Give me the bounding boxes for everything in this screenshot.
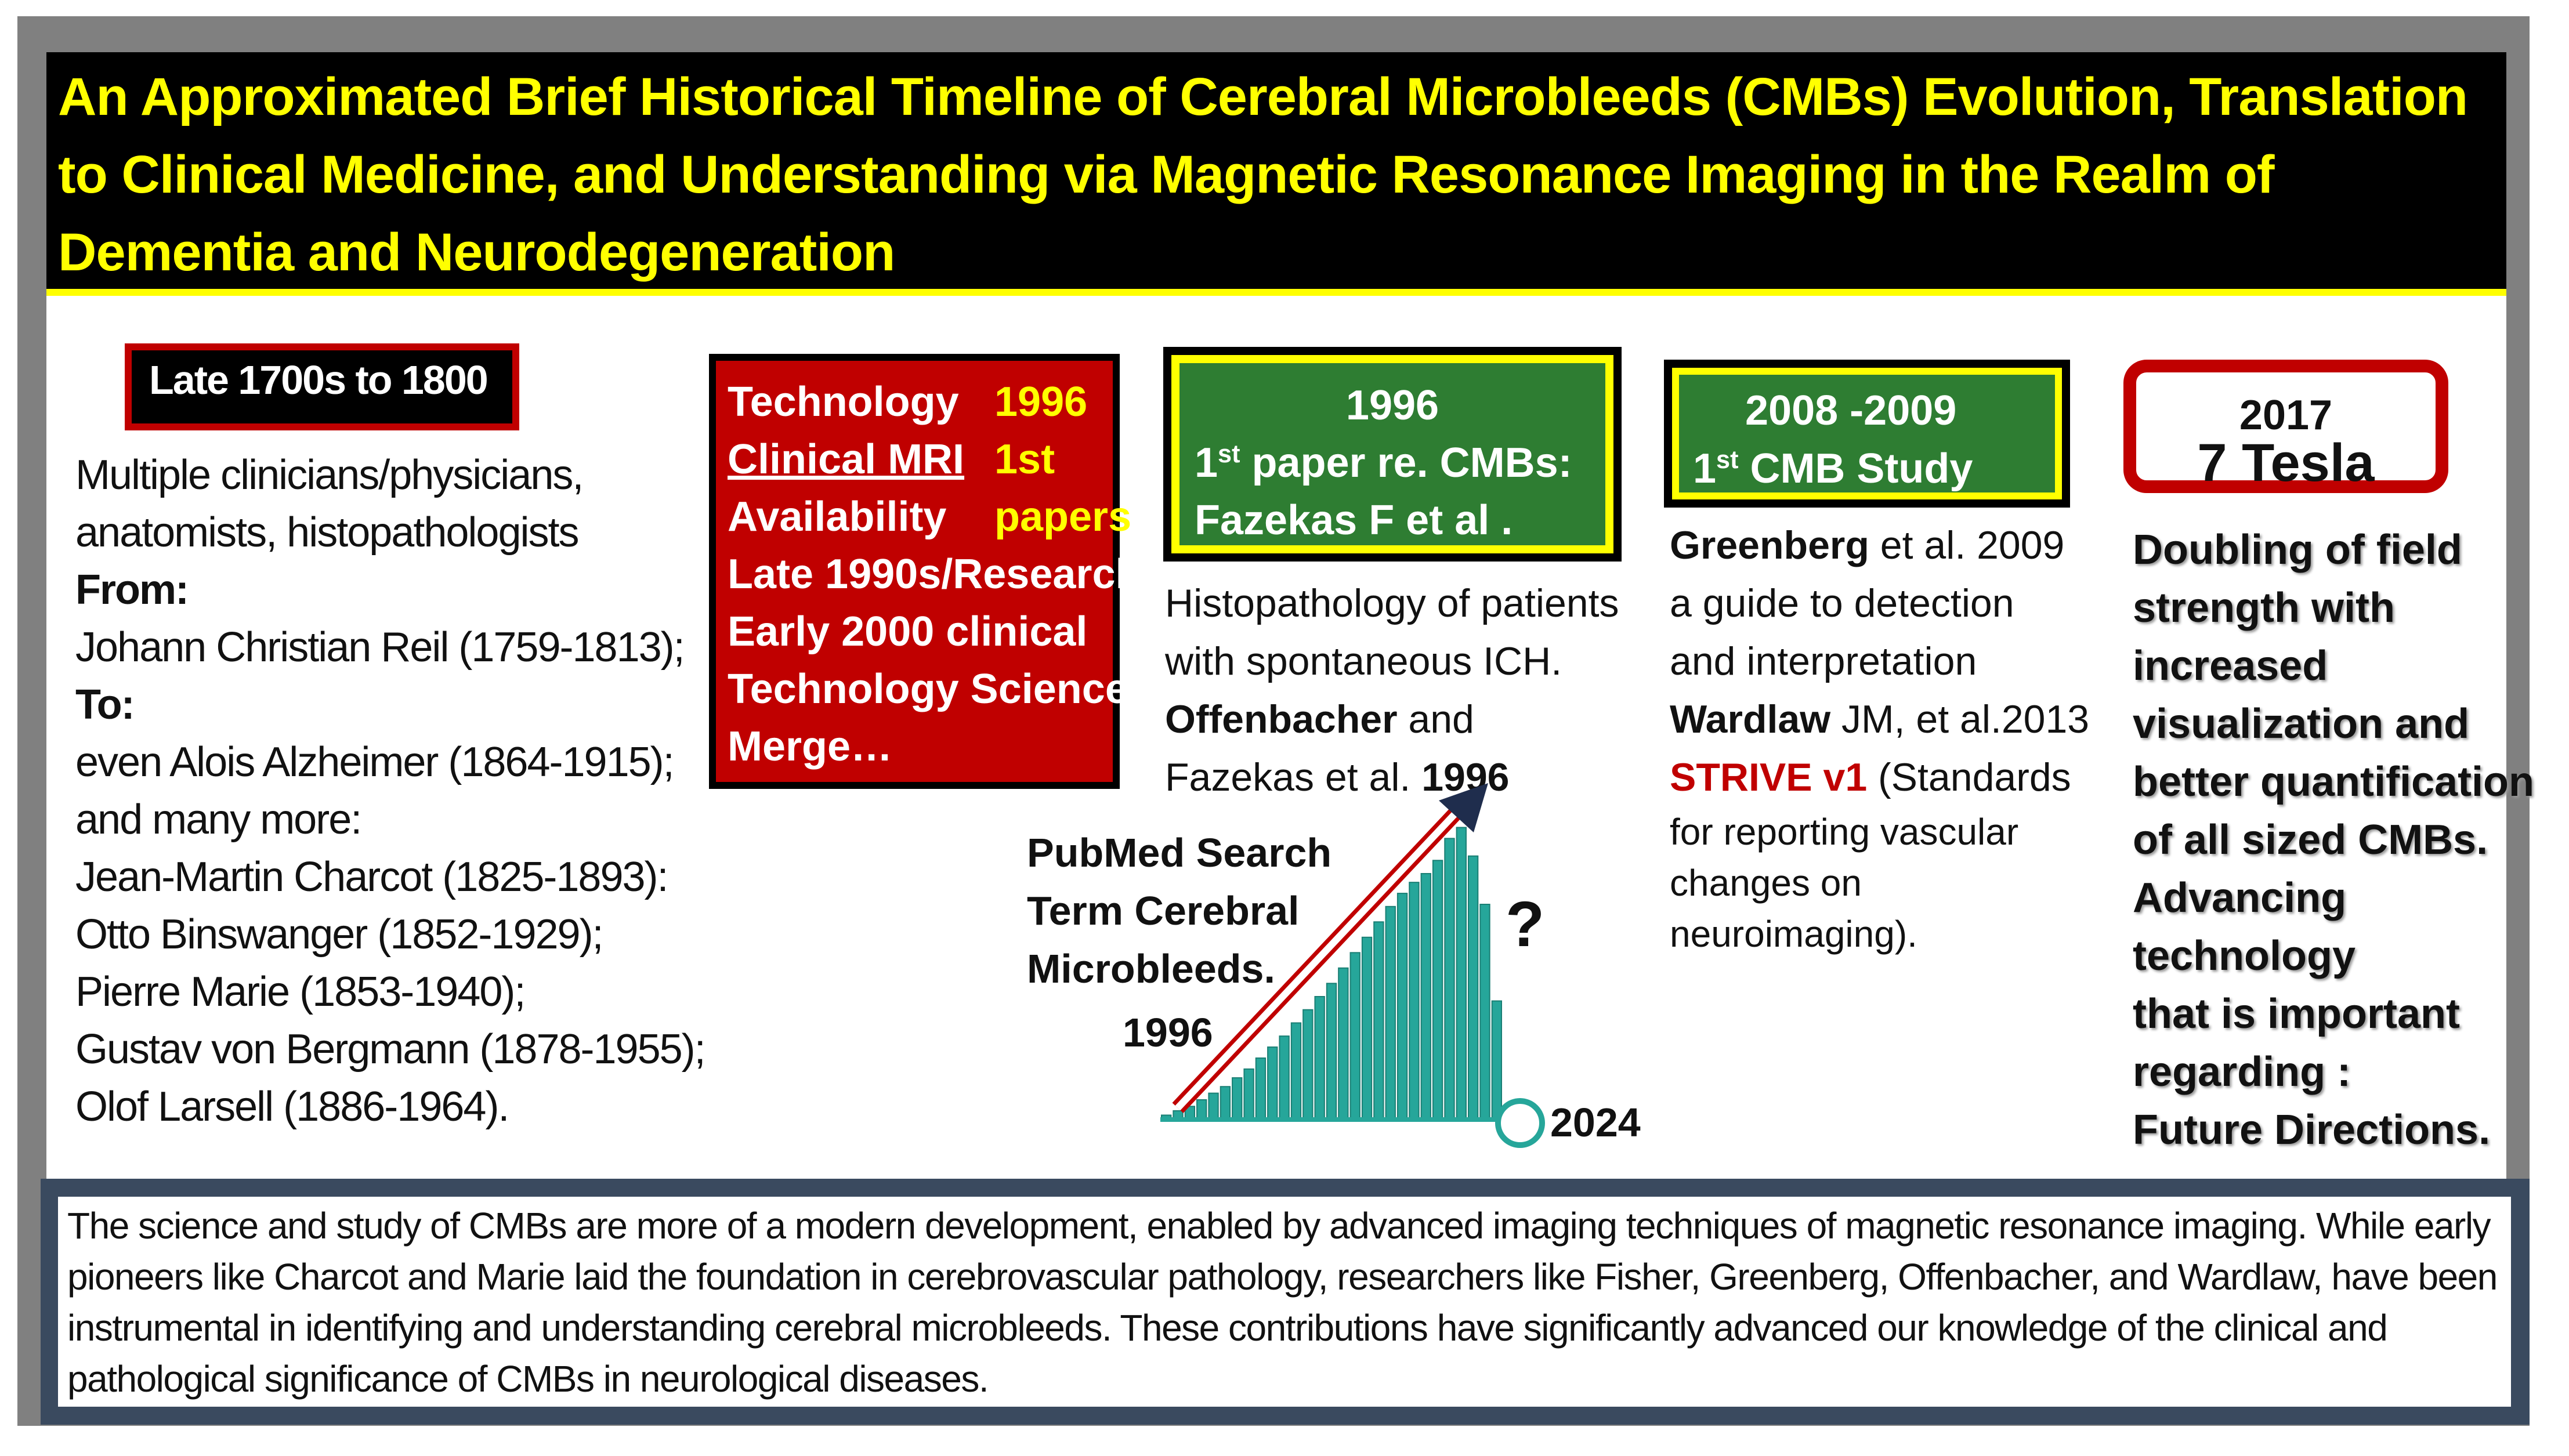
list-item: even Alois Alzheimer (1864-1915); [75, 739, 675, 785]
list-item: and many more: [75, 796, 362, 843]
first-paper-citation: Fazekas F et al . 1996 [1195, 497, 1513, 601]
chart-bar [1385, 906, 1396, 1121]
chart-bar [1432, 860, 1443, 1121]
summary-text: The science and study of CMBs are more o… [58, 1197, 2511, 1407]
chart-bar [1220, 1086, 1231, 1121]
tesla-box: 2017 7 Tesla [2123, 360, 2448, 493]
list-item: Olof Larsell (1886-1964). [75, 1084, 509, 1130]
chart-bar [1396, 893, 1408, 1120]
trend-arrow-inner [1175, 803, 1465, 1111]
chart-bar [1467, 855, 1479, 1120]
chart-bar [1326, 983, 1337, 1120]
study-group-notes: Greenberg et al. 2009 a guide to detecti… [1670, 523, 2090, 955]
chart-bar [1349, 952, 1361, 1120]
chart-bar [1479, 904, 1490, 1120]
first-paper-line: 1st paper re. CMBs: [1195, 440, 1572, 486]
list-item: From: [75, 567, 189, 613]
list-item: Gustav von Bergmann (1878-1955); [75, 1026, 706, 1073]
chart-start-label: 1996 [1123, 1010, 1213, 1055]
tech-line: Late 1990s/Research [728, 551, 1141, 597]
tesla-year: 2017 [2239, 392, 2333, 439]
chart-bar [1373, 921, 1384, 1121]
chart-end-marker [1495, 1098, 1545, 1148]
chart-bar [1491, 1000, 1502, 1121]
pubmed-bar-chart [1160, 783, 1545, 1148]
first-paper-box: 1996 1st paper re. CMBs: Fazekas F et al… [1163, 347, 1622, 601]
tech-note: 1st [994, 436, 1055, 483]
tech-label: Technology [728, 379, 959, 425]
list-item: Pierre Marie (1853-1940); [75, 969, 526, 1015]
list-item: Otto Binswanger (1852-1929); [75, 911, 604, 958]
strive-label: STRIVE v1 [1670, 755, 1868, 799]
chart-bar [1290, 1022, 1302, 1120]
study-group-box: 2008 -2009 1st CMB Study group [1664, 360, 2070, 550]
chart-bar [1314, 996, 1325, 1120]
histopathology-note: Histopathology of patients with spontane… [1165, 581, 1619, 799]
chart-bar [1232, 1077, 1243, 1120]
chart-bar [1208, 1092, 1219, 1120]
chart-bar [1338, 967, 1349, 1120]
tech-line: Early 2000 clinical [728, 609, 1088, 655]
chart-bar [1409, 882, 1420, 1120]
first-paper-year: 1996 [1345, 382, 1439, 429]
pubmed-caption: PubMed Search Term Cerebral Microbleeds. [1027, 830, 1332, 991]
tech-note: papers [994, 494, 1132, 540]
chart-bar [1302, 1009, 1314, 1121]
trend-arrow-head [1439, 783, 1488, 832]
era-label: Late 1700s to 1800 [132, 350, 512, 423]
question-mark: ? [1506, 889, 1545, 960]
chart-bar [1196, 1099, 1207, 1121]
tech-line: Technology Science [728, 666, 1128, 712]
chart-end-label: 2024 [1550, 1100, 1641, 1145]
list-item: Multiple clinicians/physicians, [75, 452, 584, 498]
list-item: Johann Christian Reil (1759-1813); [75, 624, 685, 671]
chart-bar [1420, 873, 1431, 1120]
era-label-box: Late 1700s to 1800 [125, 343, 519, 430]
chart-bar [1361, 936, 1373, 1120]
list-item: To: [75, 682, 135, 728]
tesla-label: 7 Tesla [2197, 433, 2375, 492]
list-item: anatomists, histopathologists [75, 509, 580, 556]
study-group-title: 1st CMB Study group [1693, 446, 1973, 550]
chart-bar [1456, 827, 1467, 1120]
chart-bar [1267, 1046, 1278, 1121]
chart-bar [1255, 1057, 1267, 1120]
study-group-year: 2008 -2009 [1745, 387, 1957, 434]
tech-year: 1996 [994, 379, 1088, 425]
title-banner: An Approximated Brief Historical Timelin… [46, 52, 2506, 296]
tech-label: Clinical MRI [728, 436, 965, 483]
chart-bar [1279, 1035, 1290, 1120]
tech-label: Availability [728, 494, 947, 540]
page-title: An Approximated Brief Historical Timelin… [58, 67, 2468, 282]
chart-bar [1243, 1068, 1254, 1120]
tesla-notes: Doubling of field strength with increase… [2133, 527, 2535, 1153]
tech-line: Merge… [728, 723, 893, 770]
technology-box: Technology 1996 Clinical MRI 1st Availabil… [709, 354, 1141, 789]
chart-bar [1444, 838, 1455, 1121]
list-item: Jean-Martin Charcot (1825-1893): [75, 854, 669, 900]
early-pioneers-list: Multiple clinicians/physicians, anatomis… [75, 447, 706, 1136]
